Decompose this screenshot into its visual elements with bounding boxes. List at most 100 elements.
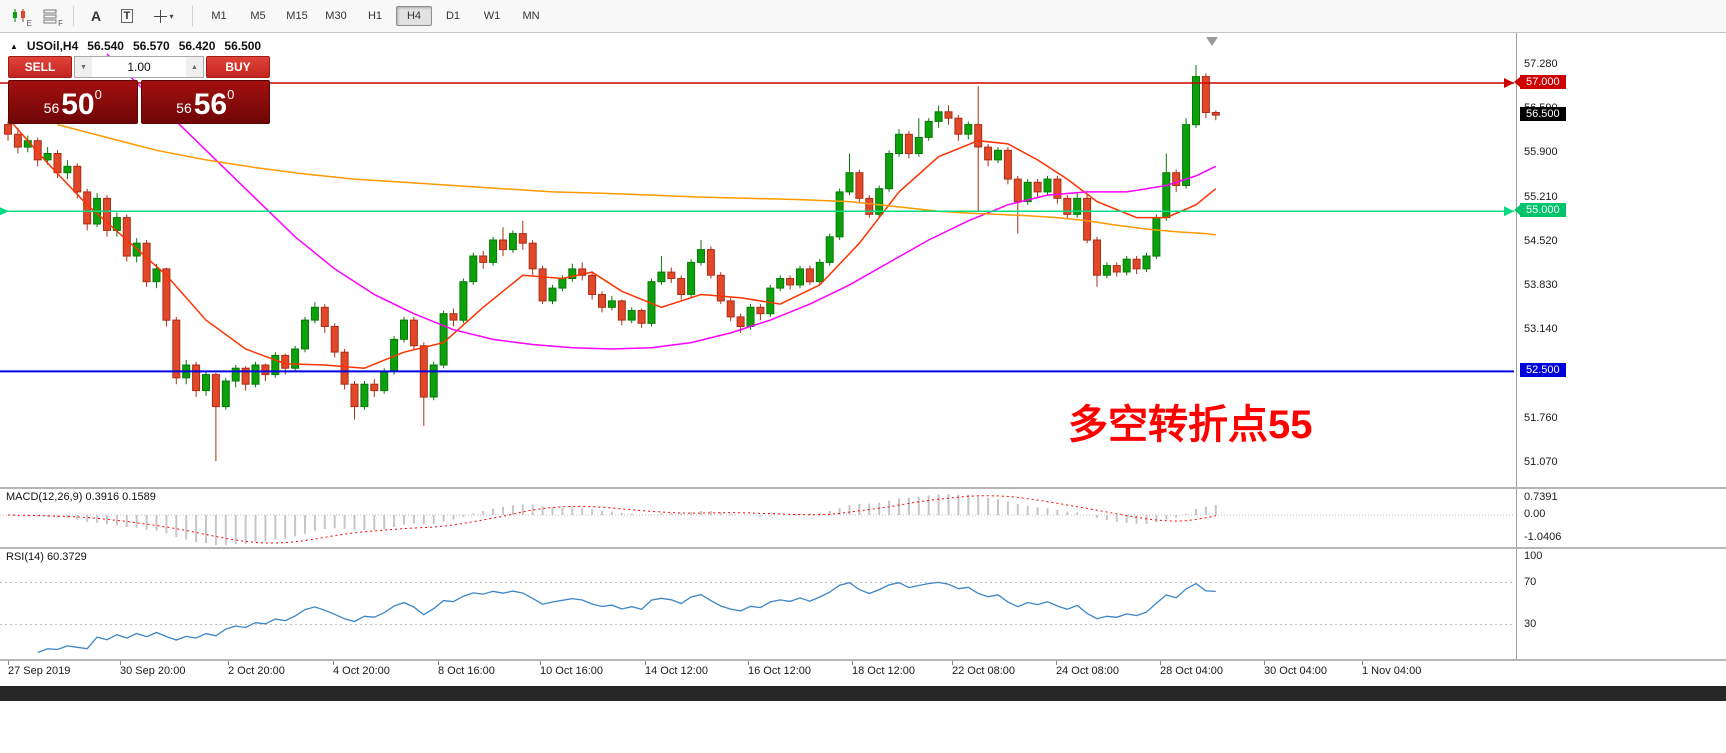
time-axis-tick (228, 661, 229, 665)
volume-input[interactable]: 1.00 (127, 60, 151, 74)
macd-canvas[interactable] (0, 489, 1516, 547)
rsi-axis-label: 30 (1524, 618, 1537, 630)
panel-splitter[interactable] (0, 547, 1726, 549)
price-chart-panel[interactable]: ▲ USOil,H4 56.540 56.570 56.420 56.500 S… (0, 33, 1516, 487)
macd-panel[interactable]: MACD(12,26,9) 0.3916 0.1589 (0, 489, 1516, 547)
rsi-axis-label: 100 (1524, 550, 1543, 562)
panel-splitter[interactable] (0, 487, 1726, 489)
timeframe-button-d1[interactable]: D1 (445, 10, 461, 22)
time-axis-tick (1056, 661, 1057, 665)
timeframe-button-h1[interactable]: H1 (367, 10, 383, 22)
timeframe-button-group: M1 M5 M15 M30 H1 H4 D1 W1 MN (201, 6, 549, 26)
rsi-indicator-label: RSI(14) 60.3729 (6, 551, 87, 563)
buy-price-big: 56 (193, 88, 228, 121)
buy-price-head: 56 (176, 100, 192, 116)
time-axis-label: 30 Oct 04:00 (1264, 665, 1327, 677)
price-tick-label: 51.070 (1524, 456, 1558, 469)
buy-price-display[interactable]: 56 56 0 (140, 80, 270, 124)
time-axis-label: 4 Oct 20:00 (333, 665, 390, 677)
timeframe-button-h4[interactable]: H4 (396, 6, 432, 26)
grid-button[interactable]: F (37, 3, 65, 29)
quote-high: 56.570 (132, 39, 170, 53)
quote-low: 56.420 (178, 39, 216, 53)
time-axis-tick (748, 661, 749, 665)
timeframe-button-m5[interactable]: M5 (250, 10, 266, 22)
one-click-trading-panel: SELL ▼ 1.00 ▲ BUY 56 50 0 56 56 0 (8, 56, 270, 124)
symbol-timeframe-label: USOil,H4 (26, 39, 79, 53)
price-tick-label: 55.900 (1524, 146, 1558, 159)
badge-arrow-icon (1514, 76, 1520, 87)
time-axis-label: 16 Oct 12:00 (748, 665, 811, 677)
price-line-badge: 55.000 (1514, 203, 1566, 218)
quote-close: 56.500 (224, 39, 262, 53)
volume-decrease-button[interactable]: ▼ (75, 57, 92, 77)
sell-price-head: 56 (43, 100, 60, 116)
time-axis-label: 28 Oct 04:00 (1160, 665, 1223, 677)
grid-icon (43, 9, 57, 24)
time-axis-tick (645, 661, 646, 665)
price-tick-label: 54.520 (1524, 234, 1558, 247)
volume-spinner: ▼ 1.00 ▲ (74, 56, 204, 78)
rsi-axis: 100 70 30 (1516, 549, 1726, 659)
text-label-tool-button[interactable]: A (82, 3, 110, 29)
timeframe-button-w1[interactable]: W1 (483, 10, 501, 22)
macd-axis: 0.7391 0.00 -1.0406 (1516, 489, 1726, 547)
toolbar-separator (73, 6, 74, 26)
time-axis-label: 30 Sep 20:00 (120, 665, 186, 677)
timeframe-button-m30[interactable]: M30 (325, 10, 347, 22)
timeframe-button-m15[interactable]: M15 (286, 10, 308, 22)
toolbar-separator (192, 6, 193, 26)
text-box-tool-button[interactable]: T (113, 3, 141, 29)
time-axis-label: 14 Oct 12:00 (645, 665, 708, 677)
time-axis-label: 22 Oct 08:00 (952, 665, 1015, 677)
chevron-down-icon: ▾ (169, 11, 174, 21)
rsi-canvas[interactable] (0, 549, 1516, 659)
volume-increase-button[interactable]: ▲ (186, 57, 203, 77)
price-tick-label: 55.210 (1524, 190, 1558, 203)
time-axis-tick (438, 661, 439, 665)
price-tick-label: 57.280 (1524, 58, 1558, 71)
time-axis[interactable]: 27 Sep 2019 30 Sep 20:00 2 Oct 20:00 4 Oct … (0, 661, 1726, 682)
bottom-window-edge (0, 686, 1726, 701)
rsi-panel[interactable]: RSI(14) 60.3729 (0, 549, 1516, 659)
time-axis-tick (952, 661, 953, 665)
time-axis-label: 27 Sep 2019 (8, 665, 71, 677)
time-axis-tick (120, 661, 121, 665)
badge-arrow-icon (1514, 205, 1520, 216)
sell-button[interactable]: SELL (8, 56, 72, 78)
sell-price-big: 50 (61, 88, 95, 121)
textbox-tool-icon: T (120, 9, 134, 23)
time-axis-tick (1362, 661, 1363, 665)
price-tick-label: 53.830 (1524, 279, 1558, 292)
timeframe-button-m1[interactable]: M1 (211, 10, 227, 22)
price-chart-canvas[interactable] (0, 33, 1516, 487)
buy-button[interactable]: BUY (206, 56, 270, 78)
symbol-quote-line: ▲ USOil,H4 56.540 56.570 56.420 56.500 (10, 39, 261, 53)
time-axis-tick (1160, 661, 1161, 665)
time-axis-label: 1 Nov 04:00 (1362, 665, 1422, 677)
crosshair-tool-button[interactable]: ▾ (144, 3, 184, 29)
time-axis-tick (540, 661, 541, 665)
buy-price-sup: 0 (227, 87, 235, 102)
grid-sub-label: F (58, 19, 63, 28)
collapse-triangle-icon[interactable]: ▲ (10, 41, 18, 51)
macd-axis-label: -1.0406 (1524, 531, 1562, 543)
macd-axis-label: 0.00 (1524, 508, 1546, 520)
time-axis-tick (852, 661, 853, 665)
timeframe-button-mn[interactable]: MN (522, 10, 540, 22)
time-axis-label: 10 Oct 16:00 (540, 665, 603, 677)
sell-price-sup: 0 (94, 87, 102, 102)
price-tick-label: 53.140 (1524, 323, 1558, 336)
time-axis-tick (8, 661, 9, 665)
price-axis[interactable]: 57.28056.59055.90055.21054.52053.83053.1… (1514, 33, 1726, 487)
price-line-badge: 56.500 (1520, 107, 1566, 122)
time-axis-label: 2 Oct 20:00 (228, 665, 285, 677)
chart-text-annotation[interactable]: 多空转折点55 (1068, 403, 1313, 447)
rsi-axis-label: 70 (1524, 576, 1537, 588)
chart-template-button[interactable]: E (6, 3, 34, 29)
candlestick-chart-icon (13, 9, 25, 22)
time-axis-tick (333, 661, 334, 665)
sell-price-display[interactable]: 56 50 0 (8, 80, 138, 124)
time-axis-label: 8 Oct 16:00 (438, 665, 495, 677)
crosshair-icon (154, 9, 168, 23)
